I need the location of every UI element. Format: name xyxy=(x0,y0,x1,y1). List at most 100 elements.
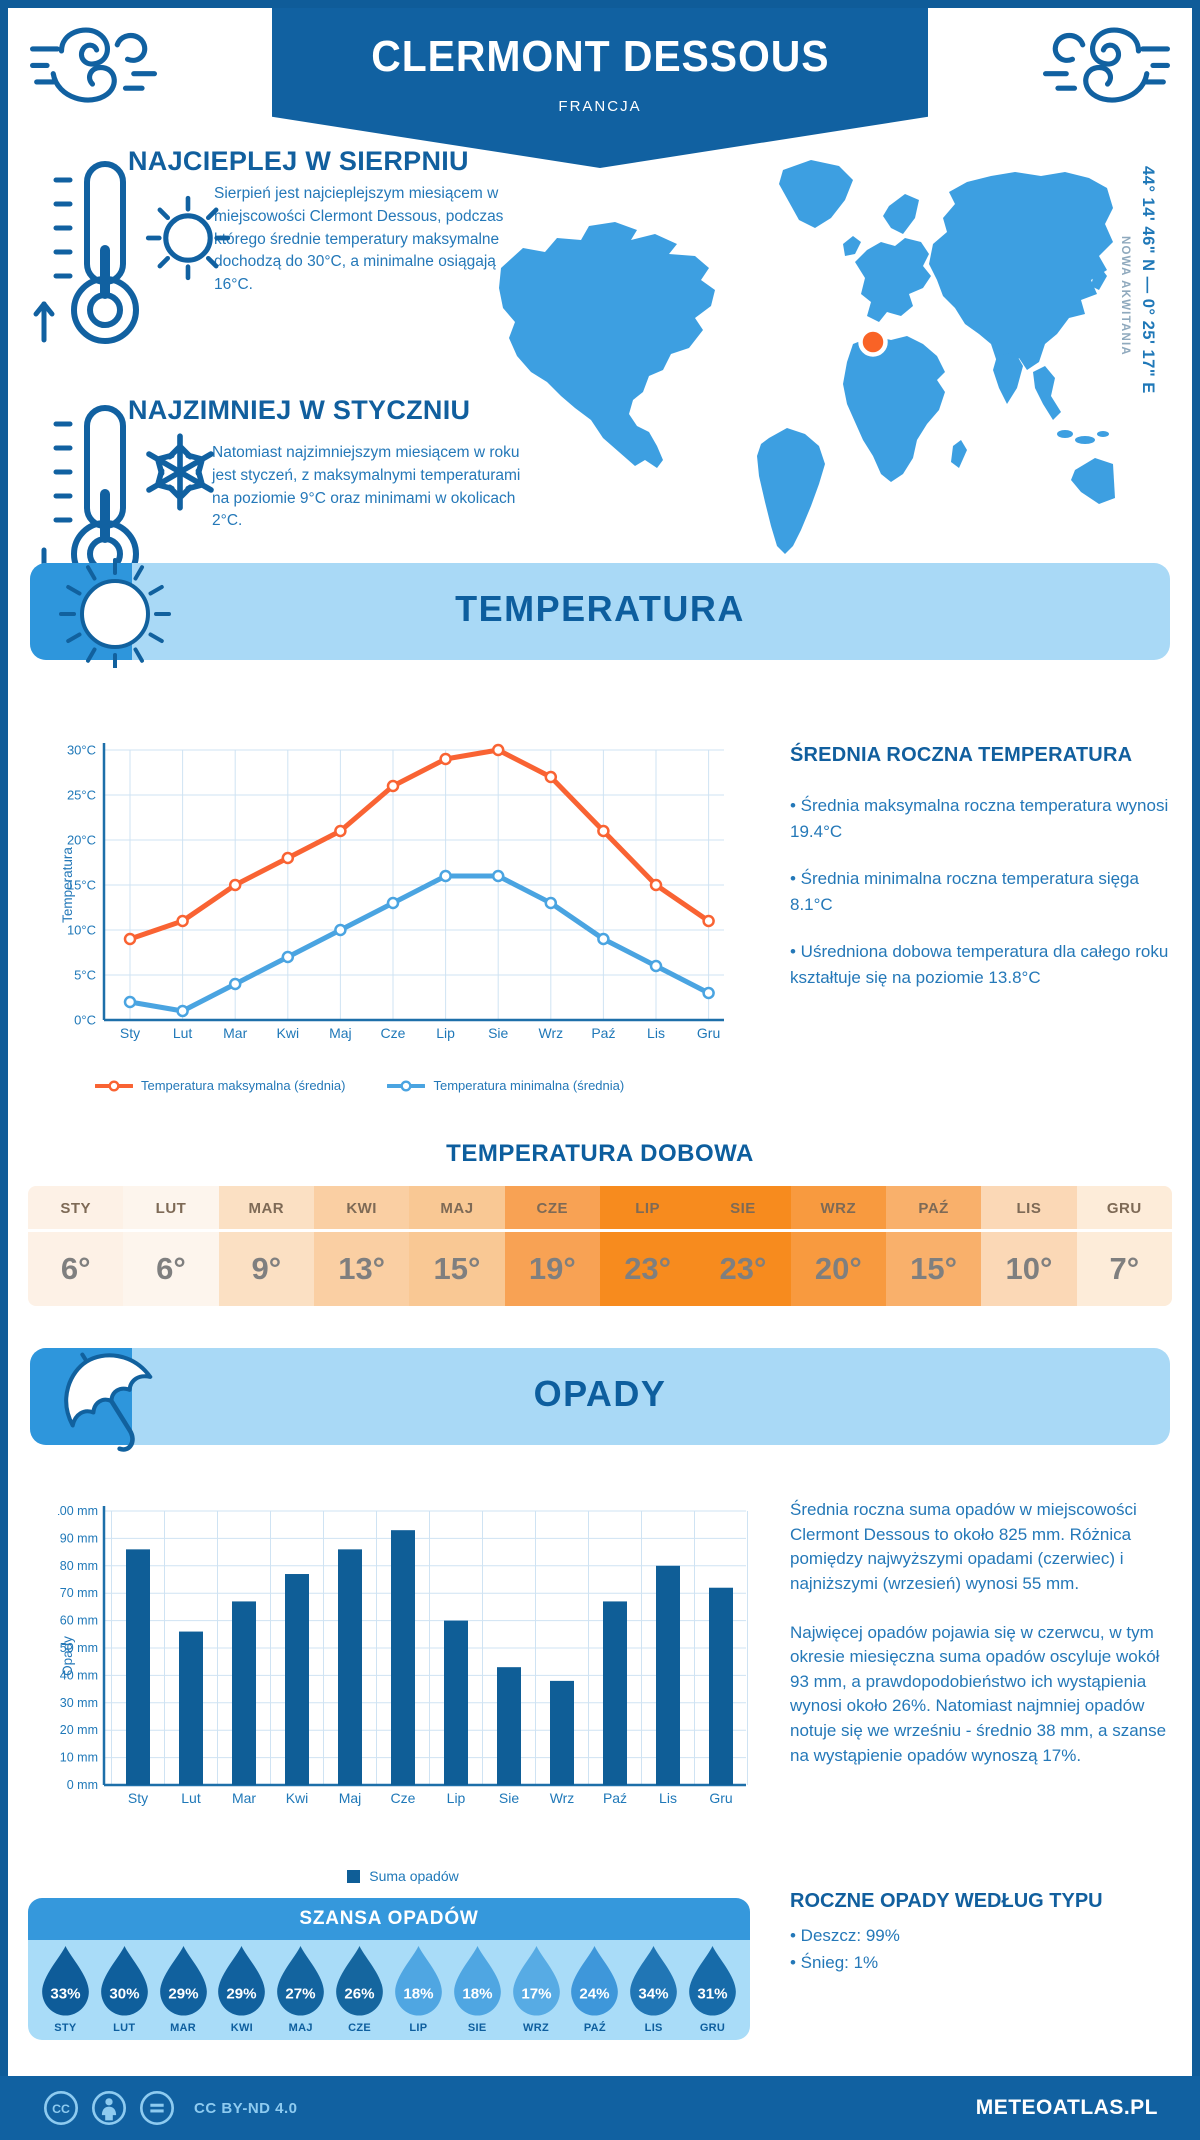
droplet-icon: 33% xyxy=(42,1945,89,2016)
droplet-column: 24% PAŹ xyxy=(567,1944,623,2040)
svg-text:70 mm: 70 mm xyxy=(60,1586,98,1600)
precipitation-bar xyxy=(338,1549,362,1785)
legend-min-label: Temperatura minimalna (średnia) xyxy=(433,1078,625,1093)
droplet-percent: 18% xyxy=(403,1985,434,2002)
stat-min-annual: • Średnia minimalna roczna temperatura s… xyxy=(790,869,1139,914)
region-label: NOWA AKWITANIA xyxy=(1119,236,1131,356)
droplet-icon: 26% xyxy=(336,1945,383,2016)
table-column: WRZ 20° xyxy=(790,1186,886,1306)
droplet-icon: 30% xyxy=(100,1945,148,2016)
stat-daily-mean: • Uśredniona dobowa temperatura dla całe… xyxy=(790,942,1169,987)
footer-bar: CC CC BY-ND 4.0 METEOATLAS.PL xyxy=(0,2076,1200,2140)
svg-text:Wrz: Wrz xyxy=(550,1790,575,1806)
droplet-icon: 18% xyxy=(453,1945,501,2016)
droplet-icon: 27% xyxy=(277,1945,325,2016)
table-column: LIS 10° xyxy=(981,1186,1077,1306)
temperature-value-cell: 23° xyxy=(599,1232,696,1306)
temperature-value-cell: 10° xyxy=(981,1232,1077,1306)
precipitation-paragraph-2: Najwięcej opadów pojawia się w czerwcu, … xyxy=(790,1622,1167,1765)
svg-text:20°C: 20°C xyxy=(67,833,96,848)
svg-text:20 mm: 20 mm xyxy=(60,1723,98,1737)
svg-text:Sie: Sie xyxy=(488,1025,508,1041)
svg-text:Mar: Mar xyxy=(223,1025,247,1041)
month-header-cell: MAR xyxy=(218,1186,314,1232)
droplet-percent: 30% xyxy=(109,1985,140,2002)
table-column: LIP 23° xyxy=(599,1186,696,1306)
precipitation-bar-chart: 0 mm 10 mm 20 mm 30 mm 40 mm 50 mm 60 mm 70 mm 8… xyxy=(58,1504,748,1806)
svg-text:Kwi: Kwi xyxy=(277,1025,300,1041)
droplet-icon: 17% xyxy=(512,1945,560,2016)
precipitation-bar xyxy=(179,1631,203,1785)
droplet-percent: 33% xyxy=(50,1985,81,2002)
droplet-percent: 18% xyxy=(462,1985,493,2002)
warmest-title: NAJCIEPLEJ W SIERPNIU xyxy=(128,146,469,176)
sun-icon xyxy=(145,195,231,281)
svg-text:10 mm: 10 mm xyxy=(60,1751,98,1765)
precipitation-bar xyxy=(285,1574,309,1785)
temperature-line-chart: 0°C 5°C 10°C 15°C 20°C 25°C 30°C Sty Lut Mar Kwi Ma… xyxy=(60,743,724,1041)
month-header-cell: CZE xyxy=(504,1186,600,1232)
svg-text:80 mm: 80 mm xyxy=(60,1559,98,1573)
table-column: SIE 23° xyxy=(695,1186,791,1306)
coordinates-label: 44° 14' 46" N — 0° 25' 17" E xyxy=(1139,166,1157,394)
type-rain: • Deszcz: 99% xyxy=(790,1926,900,1945)
month-header-cell: MAJ xyxy=(409,1186,505,1232)
temperature-value-cell: 6° xyxy=(123,1232,219,1306)
droplet-column: 31% GRU xyxy=(685,1944,741,2040)
svg-text:60 mm: 60 mm xyxy=(60,1614,98,1628)
svg-text:10°C: 10°C xyxy=(67,923,96,938)
svg-text:Maj: Maj xyxy=(329,1025,352,1041)
precipitation-section-title: OPADY xyxy=(533,1373,667,1414)
license-group: CC CC BY-ND 4.0 xyxy=(42,2089,298,2127)
page-title: CLERMONT DESSOUS xyxy=(370,32,830,81)
month-header-cell: LIP xyxy=(599,1186,696,1232)
location-marker-icon xyxy=(858,327,888,357)
droplet-column: 34% LIS xyxy=(626,1944,682,2040)
temperature-value-cell: 23° xyxy=(695,1232,791,1306)
svg-text:40 mm: 40 mm xyxy=(60,1668,98,1682)
droplet-column: 27% MAJ xyxy=(273,1944,329,2040)
droplet-percent: 26% xyxy=(344,1985,375,2002)
droplet-percent: 17% xyxy=(521,1985,552,2002)
table-column: CZE 19° xyxy=(504,1186,600,1306)
no-derivatives-icon xyxy=(139,2090,175,2126)
droplet-column: 17% WRZ xyxy=(508,1944,564,2040)
svg-text:0 mm: 0 mm xyxy=(67,1778,98,1792)
daily-temperature-table: STY 6° LUT 6° MAR 9° KWI 13° MAJ 15° CZE 19° LIP 23° S… xyxy=(28,1186,1172,1306)
legend-item-max: Temperatura maksymalna (średnia) xyxy=(95,1078,345,1093)
svg-text:Lis: Lis xyxy=(659,1790,677,1806)
month-header-cell: LIS xyxy=(981,1186,1077,1232)
droplet-percent: 27% xyxy=(286,1985,317,2002)
sun-banner-icon xyxy=(59,558,171,668)
droplet-column: 30% LUT xyxy=(96,1944,152,2040)
droplet-month-label: MAJ xyxy=(288,2022,313,2034)
brand-label: METEOATLAS.PL xyxy=(975,2096,1158,2119)
thermometer-up-icon xyxy=(33,161,139,344)
legend-max-label: Temperatura maksymalna (średnia) xyxy=(141,1078,346,1093)
snowflake-icon xyxy=(146,433,214,511)
svg-text:15°C: 15°C xyxy=(67,878,96,893)
svg-text:Gru: Gru xyxy=(697,1025,720,1041)
droplet-month-label: WRZ xyxy=(523,2022,549,2034)
droplet-month-label: LIP xyxy=(409,2022,428,2034)
droplet-percent: 29% xyxy=(227,1985,258,2002)
svg-text:Sty: Sty xyxy=(128,1790,148,1806)
world-map xyxy=(499,160,1115,554)
cc-icon: CC xyxy=(43,2090,79,2126)
svg-text:Lis: Lis xyxy=(647,1025,665,1041)
precipitation-bar xyxy=(656,1565,680,1785)
precipitation-paragraph-1: Średnia roczna suma opadów w miejscowośc… xyxy=(790,1500,1137,1593)
droplet-column: 18% SIE xyxy=(449,1944,505,2040)
precipitation-section-banner xyxy=(30,1348,1170,1445)
svg-text:Temperatura: Temperatura xyxy=(60,847,75,923)
svg-text:Lip: Lip xyxy=(447,1790,466,1806)
droplet-icon: 29% xyxy=(159,1945,207,2016)
precipitation-bar xyxy=(497,1667,521,1785)
table-column: KWI 13° xyxy=(313,1186,410,1306)
svg-text:100 mm: 100 mm xyxy=(58,1504,98,1518)
droplet-month-label: MAR xyxy=(170,2022,197,2034)
precipitation-bar xyxy=(126,1549,150,1785)
temperature-value-cell: 7° xyxy=(1076,1232,1172,1306)
table-column: LUT 6° xyxy=(123,1186,219,1306)
stat-max-annual: • Średnia maksymalna roczna temperatura … xyxy=(790,796,1169,841)
